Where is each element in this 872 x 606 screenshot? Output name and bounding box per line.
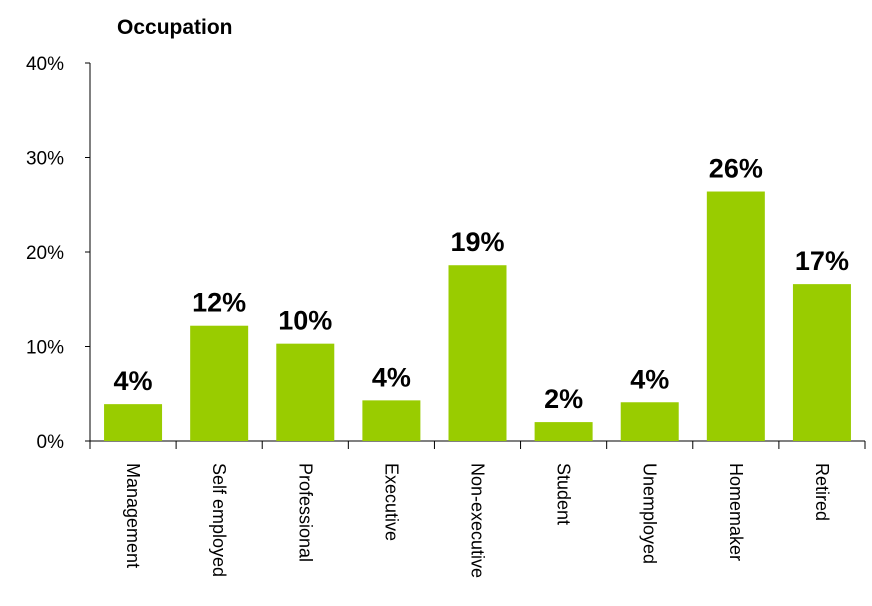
bar [534,422,593,441]
y-tick-label: 20% [26,243,64,264]
x-tick-label: Non-executive [468,463,488,578]
value-label: 4% [114,366,153,396]
x-tick-label: Professional [295,463,315,562]
x-tick-label: Student [554,463,574,525]
bar [448,265,507,441]
bar [190,325,249,441]
x-tick-label: Executive [381,463,401,541]
bar [792,284,851,441]
bar [104,404,163,441]
x-tick-label: Unemployed [640,463,660,564]
y-tick-label: 40% [26,54,64,75]
y-tick-label: 0% [37,432,65,453]
value-label: 10% [278,306,332,336]
value-label: 26% [709,154,763,184]
x-tick-label: Retired [812,463,832,521]
y-tick-label: 30% [26,149,64,170]
value-label: 19% [450,227,504,257]
x-tick-label: Homemaker [726,463,746,561]
y-tick-label: 10% [26,338,64,359]
value-label: 17% [795,246,849,276]
bar [276,343,335,441]
value-label: 4% [372,362,411,392]
bar [620,402,679,441]
x-tick-label: Management [123,463,143,568]
value-label: 2% [544,384,583,414]
x-tick-label: Self employed [209,463,229,577]
value-label: 4% [630,364,669,394]
bar [706,191,765,441]
bar [362,400,421,441]
chart-title: Occupation [117,16,233,39]
value-label: 12% [192,288,246,318]
